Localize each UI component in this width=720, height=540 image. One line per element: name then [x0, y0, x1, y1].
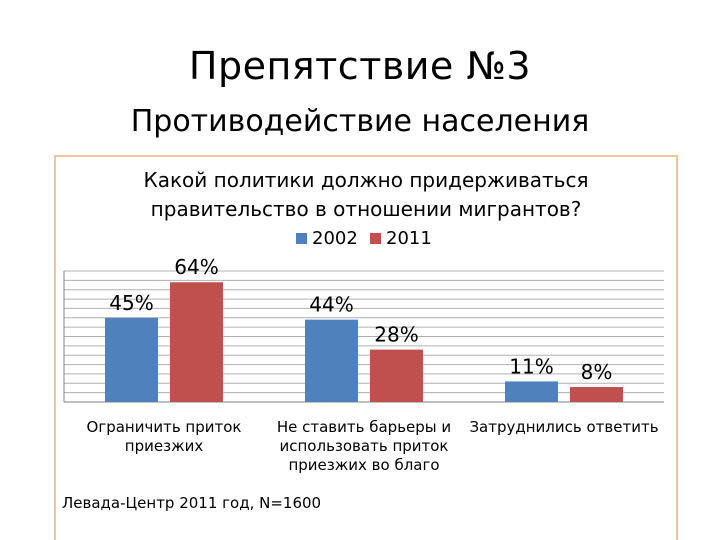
legend-swatch-2011	[370, 233, 381, 244]
category-label: использовать приток	[280, 437, 449, 455]
category-label: Ограничить приток	[87, 418, 242, 436]
bar-2011-2	[370, 349, 423, 402]
category-label: приезжих во благо	[288, 456, 439, 474]
category-label: приезжих	[125, 437, 204, 455]
slide-subtitle: Противодействие населения	[130, 104, 590, 139]
bar-2011-1	[170, 282, 223, 402]
data-label-2002-1: 45%	[109, 291, 153, 315]
category-label: Не ставить барьеры и	[277, 418, 451, 436]
data-label-2011-1: 64%	[174, 255, 218, 279]
chart-title: Какой политики должно придерживаться пра…	[54, 166, 678, 224]
data-label-2011-3: 8%	[581, 360, 613, 384]
chart-title-line-1: Какой политики должно придерживаться	[143, 168, 589, 192]
legend-swatch-2002	[296, 233, 307, 244]
bar-2002-3	[505, 381, 558, 402]
bar-2002-1	[105, 317, 158, 402]
data-label-2002-3: 11%	[509, 354, 553, 378]
legend-label-2002: 2002	[312, 228, 358, 249]
data-label-2002-2: 44%	[309, 293, 353, 317]
data-label-2011-2: 28%	[374, 323, 418, 347]
source-note: Левада-Центр 2011 год, N=1600	[62, 494, 322, 512]
chart-title-line-2: правительство в отношении мигрантов?	[150, 197, 582, 221]
bar-2002-2	[305, 319, 358, 402]
chart-frame	[54, 155, 678, 540]
legend-label-2011: 2011	[386, 228, 432, 249]
slide-title: Препятствие №3	[188, 44, 532, 88]
category-label: Затруднились ответить	[469, 418, 658, 436]
bar-2011-3	[570, 387, 623, 402]
